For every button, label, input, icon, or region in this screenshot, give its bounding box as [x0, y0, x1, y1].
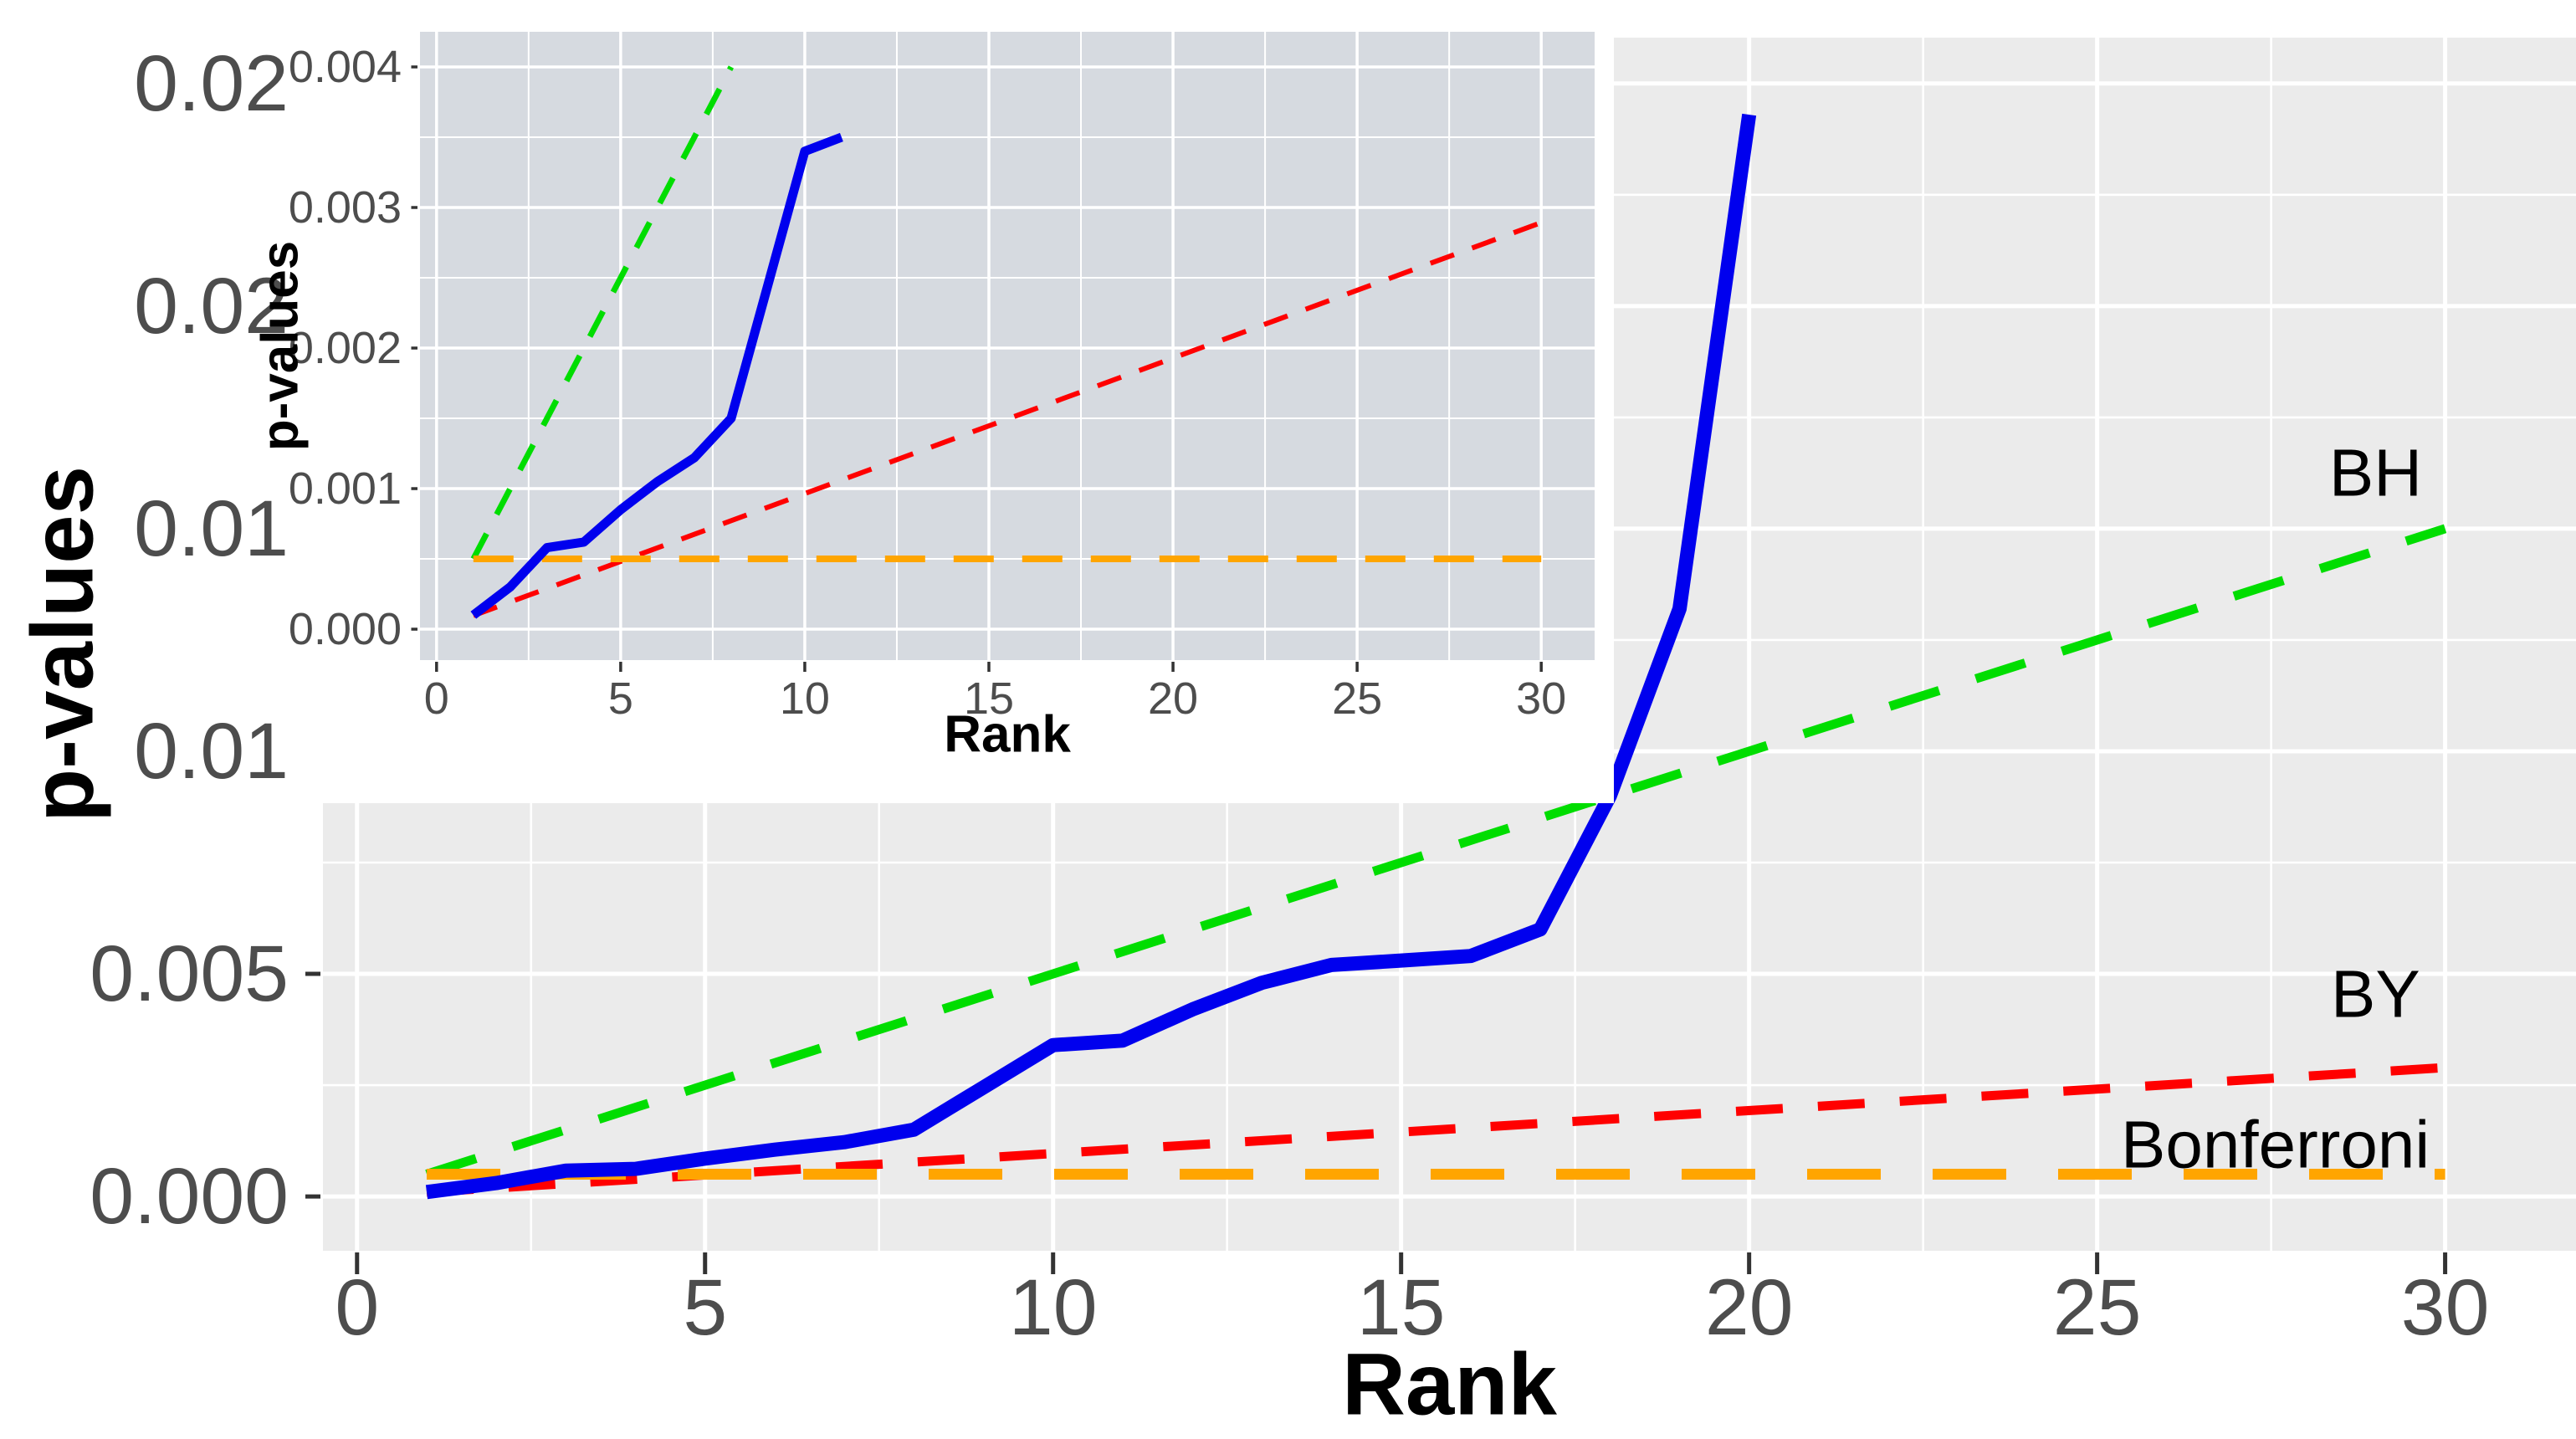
main-y-tick-label: 0.005 [90, 929, 289, 1018]
main-y-tick-label: 0.000 [90, 1152, 289, 1241]
main-x-tick-label: 30 [2401, 1263, 2490, 1352]
inset-x-tick-label: 25 [1332, 673, 1382, 724]
inset-x-tick-label: 15 [964, 673, 1014, 724]
inset-x-tick-label: 0 [424, 673, 449, 724]
inset-axes: 0.000 0.001 0.002 0.003 0.004 0 5 10 15 20 25 30 [289, 42, 1566, 724]
inset-gridlines [420, 32, 1595, 660]
main-y-tick-label: 0.01 [134, 707, 289, 796]
inset-y-tick-label: 0.002 [289, 323, 402, 373]
inset-x-tick-label: 30 [1516, 673, 1566, 724]
inset-y-tick-label: 0.003 [289, 182, 402, 233]
inset-y-axis-title: p-values [252, 241, 310, 452]
main-x-axis-title: Rank [1342, 1336, 1557, 1434]
main-y-tick-label: 0.01 [134, 484, 289, 573]
inset-y-tick-label: 0.001 [289, 463, 402, 514]
main-x-tick-label: 0 [335, 1263, 379, 1352]
inset-series-p-values-line [470, 132, 843, 619]
inset-x-tick-label: 10 [780, 673, 830, 724]
main-x-tick-label: 15 [1357, 1263, 1446, 1352]
annotation-by-label: BY [2331, 956, 2420, 1031]
main-x-tick-label: 20 [1705, 1263, 1794, 1352]
inset-series-by-line [472, 220, 1543, 618]
annotation-bonferroni-label: Bonferroni [2121, 1107, 2430, 1181]
main-y-tick-label: 0.02 [134, 262, 289, 351]
annotation-bh-label: BH [2329, 435, 2422, 510]
main-y-tick-label: 0.02 [134, 39, 289, 128]
inset-series-bh-line [470, 65, 735, 561]
inset-panel [420, 32, 1595, 660]
inset-x-axis-title: Rank [944, 706, 1071, 764]
main-x-tick-label: 5 [683, 1263, 727, 1352]
main-series [425, 113, 2447, 1200]
main-series-by-line [426, 1063, 2445, 1197]
main-axes: 0.000 0.005 0.01 0.01 0.02 0.02 0 5 10 15 20 25 30 [90, 39, 2489, 1352]
inset-chart: 0.000 0.001 0.002 0.003 0.004 0 5 10 15 20 25 30 Ran… [252, 10, 1614, 803]
inset-x-tick-label: 20 [1148, 673, 1198, 724]
main-x-tick-label: 25 [2053, 1263, 2142, 1352]
main-series-bh-line [425, 524, 2447, 1179]
main-series-p-values-line [425, 113, 1757, 1200]
inset-series [470, 65, 1543, 619]
inset-y-tick-label: 0.000 [289, 604, 402, 654]
main-y-axis-title: p-values [14, 466, 112, 822]
inset-x-tick-label: 5 [608, 673, 633, 724]
inset-y-tick-label: 0.004 [289, 42, 402, 92]
main-x-tick-label: 10 [1009, 1263, 1098, 1352]
